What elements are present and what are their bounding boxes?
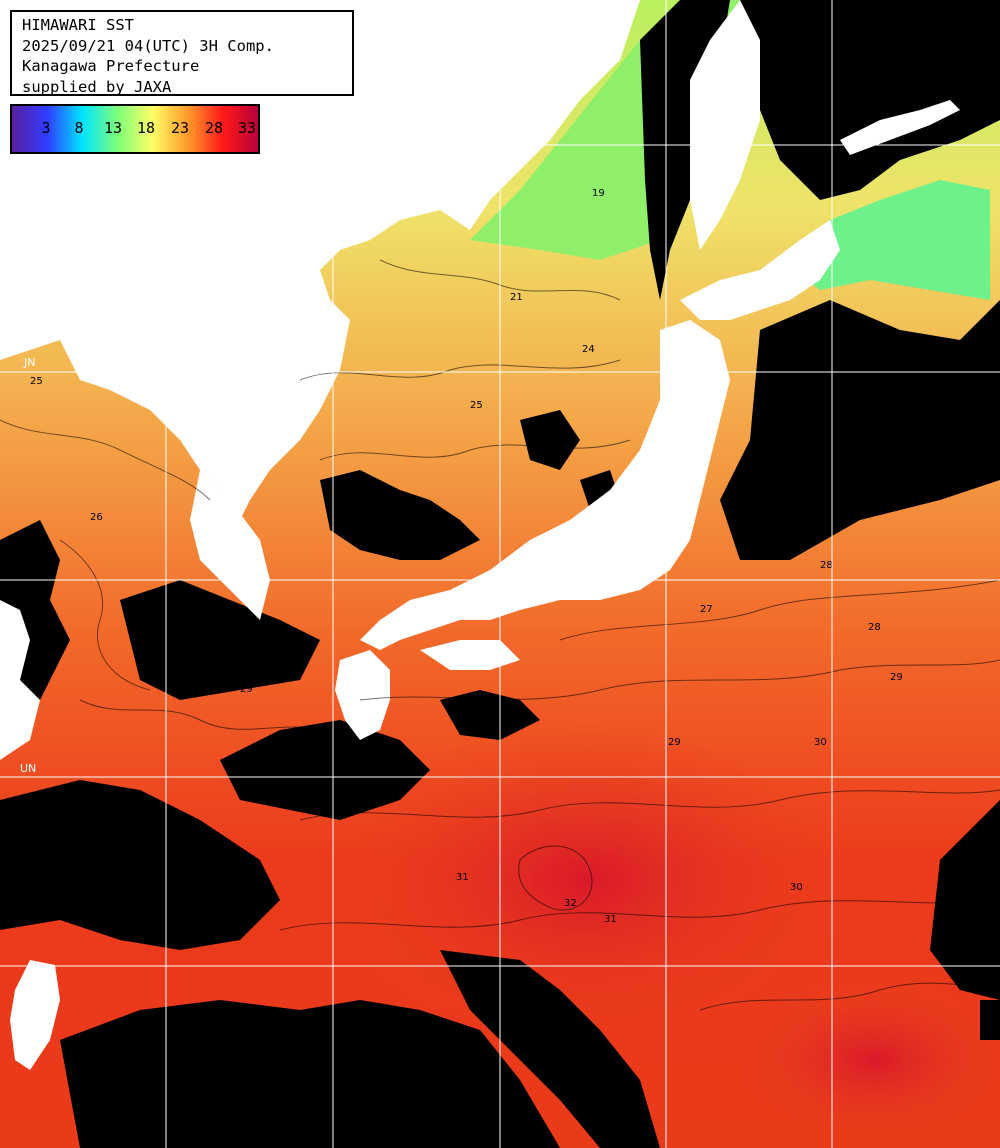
land-sakhalin: [690, 0, 760, 250]
region-label: Kanagawa Prefecture: [22, 57, 200, 75]
contour-label: 31: [456, 872, 469, 883]
lat-label: UN: [20, 762, 36, 775]
contour-labels: 19 21 23 24 25 26 27 28 29 30 31 32 29 2…: [30, 188, 903, 925]
land-kyushu: [335, 650, 390, 740]
contour-label: 29: [240, 684, 253, 695]
contour-label: 27: [700, 604, 713, 615]
contour-label: 32: [564, 898, 577, 909]
legend-tick: 18: [136, 119, 156, 137]
land-korea: [190, 470, 270, 620]
land-taiwan: [10, 960, 60, 1070]
temperature-legend: 3 8 13 18 23 28 33: [10, 104, 260, 154]
land-hokkaido: [680, 220, 840, 320]
legend-tick: 33: [237, 119, 257, 137]
contour-label: 26: [90, 512, 103, 523]
legend-color-scale: [12, 106, 258, 152]
land-honshu: [360, 320, 730, 650]
contour-label: 24: [582, 344, 595, 355]
contour-label: 28: [868, 622, 881, 633]
contour-label: 29: [668, 737, 681, 748]
contour-label: 28: [820, 560, 833, 571]
supplier-label: supplied by JAXA: [22, 77, 172, 96]
legend-tick: 3: [41, 119, 51, 137]
warm-core-2: [720, 980, 1000, 1140]
contour-label: 30: [790, 882, 803, 893]
contour-label: 31: [604, 914, 617, 925]
legend-labels: 3 8 13 18 23 28 33: [12, 106, 258, 152]
legend-tick: 8: [74, 119, 84, 137]
contour-label: 23: [806, 404, 819, 415]
contour-label: 30: [814, 737, 827, 748]
timestamp: 2025/09/21 04(UTC) 3H Comp.: [22, 36, 274, 55]
legend-tick: 28: [204, 119, 224, 137]
contour-label: 21: [510, 292, 523, 303]
info-box: HIMAWARI SST 2025/09/21 04(UTC) 3H Comp.…: [10, 10, 354, 96]
product-title: HIMAWARI SST: [22, 16, 134, 34]
contour-label: 19: [592, 188, 605, 199]
contour-label: 25: [30, 376, 43, 387]
legend-tick: 13: [103, 119, 123, 137]
warm-core: [300, 720, 820, 1040]
isotherm-contours: [0, 259, 1000, 1011]
lat-label: JN: [23, 356, 35, 369]
legend-tick: 23: [170, 119, 190, 137]
land-china: [0, 600, 40, 760]
contour-label: 29: [890, 672, 903, 683]
contour-label: 25: [470, 400, 483, 411]
land-shikoku: [420, 640, 520, 670]
